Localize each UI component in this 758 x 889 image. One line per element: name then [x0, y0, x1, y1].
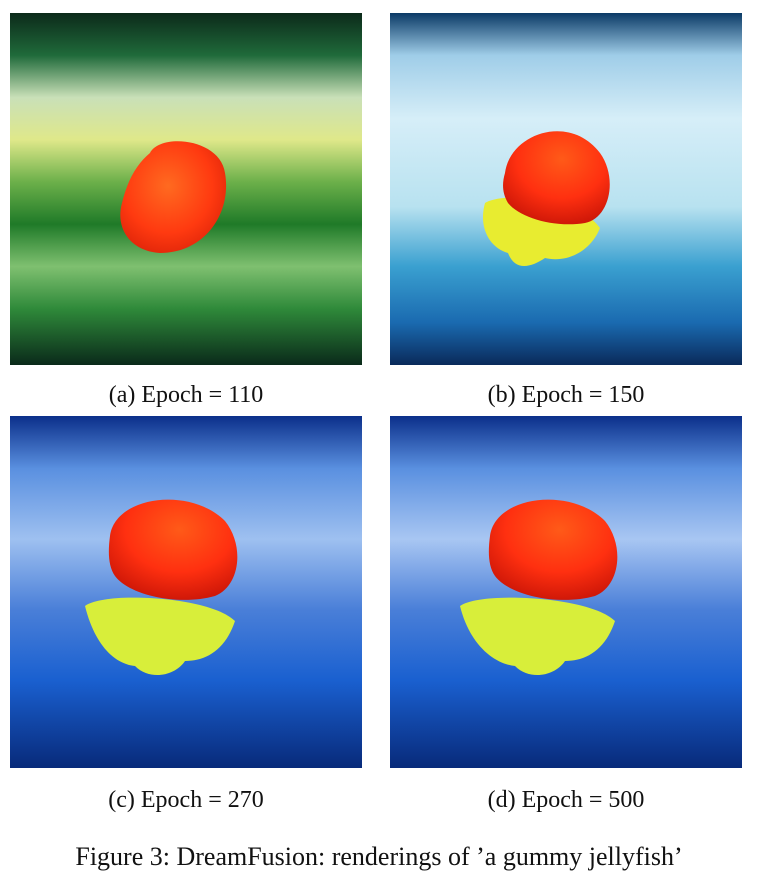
jellyfish-bell-d — [488, 499, 618, 600]
panel-caption-a: (a) Epoch = 110 — [108, 382, 264, 408]
figure-caption: Figure 3: DreamFusion: renderings of ’a … — [75, 842, 683, 871]
render-panel-d — [390, 416, 742, 768]
panel-caption-d: (d) Epoch = 500 — [487, 787, 645, 813]
jellyfish-render-a — [10, 13, 362, 365]
panel-caption-b: (b) Epoch = 150 — [487, 382, 645, 408]
jellyfish-render-b — [390, 13, 742, 365]
jellyfish-render-d — [390, 416, 742, 768]
panel-caption-c: (c) Epoch = 270 — [108, 787, 264, 813]
render-panel-c — [10, 416, 362, 768]
render-panel-b — [390, 13, 742, 365]
jellyfish-render-c — [10, 416, 362, 768]
render-panel-a — [10, 13, 362, 365]
jellyfish-tentacles-c — [85, 597, 235, 676]
jellyfish-bell-c — [108, 499, 238, 600]
jellyfish-bell-b — [503, 131, 610, 225]
jellyfish-bell-a — [120, 141, 227, 253]
jellyfish-tentacles-d — [460, 597, 615, 676]
